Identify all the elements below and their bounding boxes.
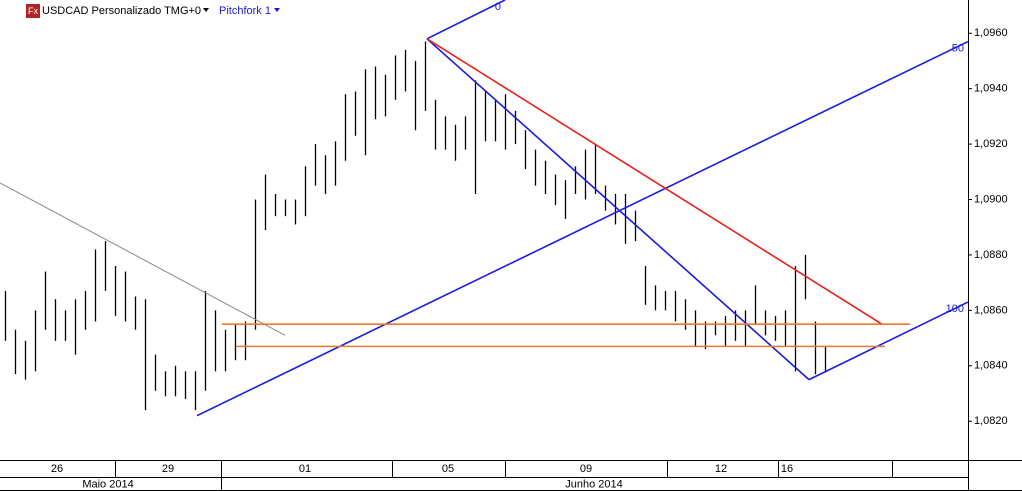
x-tick-label: 26 (51, 463, 63, 475)
x-tick-label: 09 (580, 463, 592, 475)
symbol-dropdown[interactable] (203, 8, 209, 12)
icon-text: Fx (28, 6, 38, 16)
y-tick-label: 1,0940 (974, 83, 1008, 95)
day-separators (115, 461, 893, 491)
symbol-icon (26, 4, 40, 18)
symbol-title[interactable]: USDCAD Personalizado TMG+0 (42, 5, 201, 17)
y-tick-label: 1,0840 (974, 360, 1008, 372)
pitchfork-label: 0 (495, 1, 501, 13)
x-tick-label: 01 (299, 463, 311, 475)
x-tick-label: 12 (715, 463, 727, 475)
drawing-line (808, 301, 969, 381)
month-label: Junho 2014 (565, 478, 623, 490)
pitchfork-label: 100 (946, 303, 964, 315)
y-tick-label: 1,0900 (974, 193, 1008, 205)
y-tick-label: 1,0960 (974, 27, 1008, 39)
y-tick-label: 1,0920 (974, 138, 1008, 150)
x-tick-label: 29 (162, 463, 174, 475)
study-dropdown[interactable] (274, 8, 280, 12)
y-tick-label: 1,0880 (974, 249, 1008, 261)
x-tick-label: 16 (781, 463, 793, 475)
y-tick-label: 1,0860 (974, 304, 1008, 316)
drawing-line (426, 38, 810, 381)
pitchfork-label: 50 (952, 42, 964, 54)
x-tick-label: 05 (442, 463, 454, 475)
study-title[interactable]: Pitchfork 1 (219, 5, 271, 17)
drawing-line (0, 182, 286, 336)
drawing-line (426, 0, 506, 40)
drawing-line (196, 40, 969, 417)
y-tick-label: 1,0820 (974, 415, 1008, 427)
month-label: Maio 2014 (82, 478, 133, 490)
drawing-line (426, 38, 883, 325)
